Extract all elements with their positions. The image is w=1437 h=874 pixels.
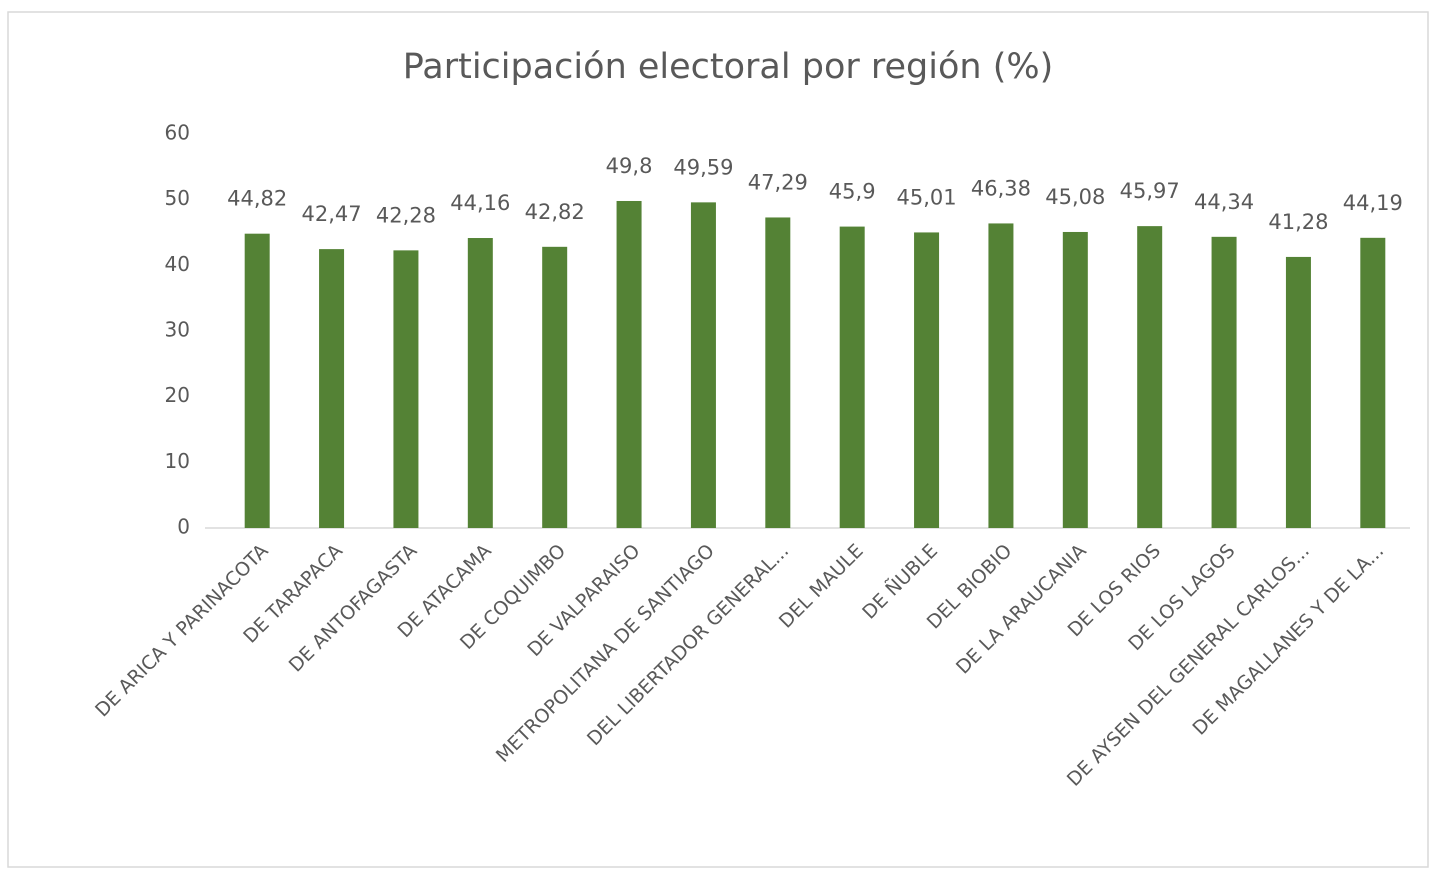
bar — [1360, 237, 1386, 528]
bar — [839, 226, 865, 528]
bar — [319, 249, 345, 529]
y-tick-label: 20 — [165, 383, 190, 407]
value-label: 45,08 — [1045, 185, 1105, 209]
value-label: 42,82 — [525, 200, 585, 224]
y-tick-label: 50 — [165, 186, 190, 210]
bar — [690, 202, 716, 528]
chart-border — [7, 11, 1429, 868]
value-label: 44,19 — [1343, 191, 1403, 215]
bar — [765, 217, 791, 528]
value-label: 44,82 — [227, 187, 287, 211]
value-label: 47,29 — [748, 170, 808, 194]
value-label: 44,16 — [450, 191, 510, 215]
value-label: 44,34 — [1194, 190, 1254, 214]
bar — [988, 223, 1014, 529]
y-tick-label: 30 — [165, 318, 190, 342]
value-label: 46,38 — [971, 176, 1031, 200]
value-label: 45,9 — [829, 180, 876, 204]
value-label: 49,8 — [606, 154, 653, 178]
y-tick-label: 0 — [177, 515, 190, 539]
value-label: 42,28 — [376, 203, 436, 227]
value-label: 49,59 — [673, 155, 733, 179]
bar — [1137, 226, 1163, 528]
bar — [1062, 231, 1088, 528]
value-label: 45,97 — [1120, 179, 1180, 203]
value-label: 45,01 — [897, 185, 957, 209]
bar — [467, 238, 493, 529]
chart-title: Participación electoral por región (%) — [403, 47, 1054, 87]
bar — [616, 200, 642, 529]
bar — [542, 246, 568, 528]
y-tick-label: 60 — [165, 121, 190, 145]
bar — [1285, 256, 1311, 528]
y-tick-label: 40 — [165, 252, 190, 276]
bar — [244, 233, 270, 528]
bar — [393, 250, 419, 528]
value-label: 42,47 — [302, 202, 362, 226]
value-label: 41,28 — [1268, 210, 1328, 234]
bar — [1211, 236, 1237, 529]
bar — [914, 232, 940, 528]
y-tick-label: 10 — [165, 449, 190, 473]
